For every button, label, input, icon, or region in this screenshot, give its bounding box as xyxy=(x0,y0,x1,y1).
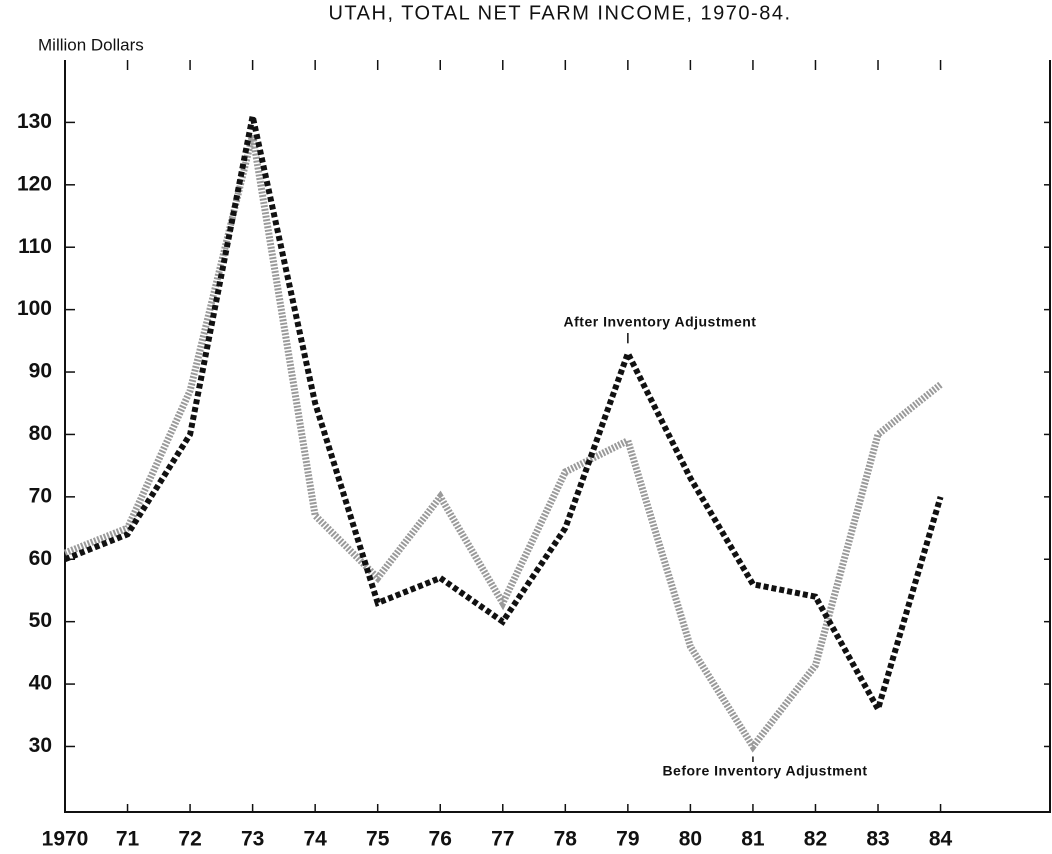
y-tick-label: 30 xyxy=(29,734,52,757)
y-tick-label: 120 xyxy=(17,172,52,195)
x-tick-label: 74 xyxy=(303,828,327,851)
x-tick-label: 78 xyxy=(554,828,578,851)
y-tick-label: 90 xyxy=(29,360,52,383)
series-line xyxy=(63,134,943,753)
x-tick-label: 79 xyxy=(616,828,639,851)
y-tick-label: 60 xyxy=(29,547,52,570)
series-line xyxy=(63,115,944,717)
x-tick-label: 81 xyxy=(741,828,765,851)
x-tick-label: 72 xyxy=(178,828,201,851)
x-tick-label: 83 xyxy=(866,828,889,851)
x-tick-label: 77 xyxy=(491,828,514,851)
x-tick-label: 1970 xyxy=(42,828,89,851)
y-tick-label: 100 xyxy=(17,297,52,320)
x-tick-label: 82 xyxy=(804,828,827,851)
x-tick-label: 73 xyxy=(241,828,264,851)
x-tick-label: 84 xyxy=(929,828,953,851)
chart-title: UTAH, TOTAL NET FARM INCOME, 1970-84. xyxy=(328,2,791,24)
series-annotation: Before Inventory Adjustment xyxy=(662,763,867,779)
y-tick-label: 40 xyxy=(29,672,52,695)
y-tick-label: 110 xyxy=(18,235,52,258)
x-tick-label: 76 xyxy=(429,828,452,851)
x-tick-label: 80 xyxy=(679,828,702,851)
x-tick-label: 71 xyxy=(116,828,140,851)
y-axis-label: Million Dollars xyxy=(38,35,144,54)
y-tick-label: 50 xyxy=(29,609,52,632)
y-tick-label: 70 xyxy=(29,484,52,507)
y-tick-label: 80 xyxy=(29,422,52,445)
series-annotation: After Inventory Adjustment xyxy=(564,314,757,330)
y-tick-label: 130 xyxy=(17,110,52,133)
x-tick-label: 75 xyxy=(366,828,390,851)
axes-frame xyxy=(64,60,1051,813)
